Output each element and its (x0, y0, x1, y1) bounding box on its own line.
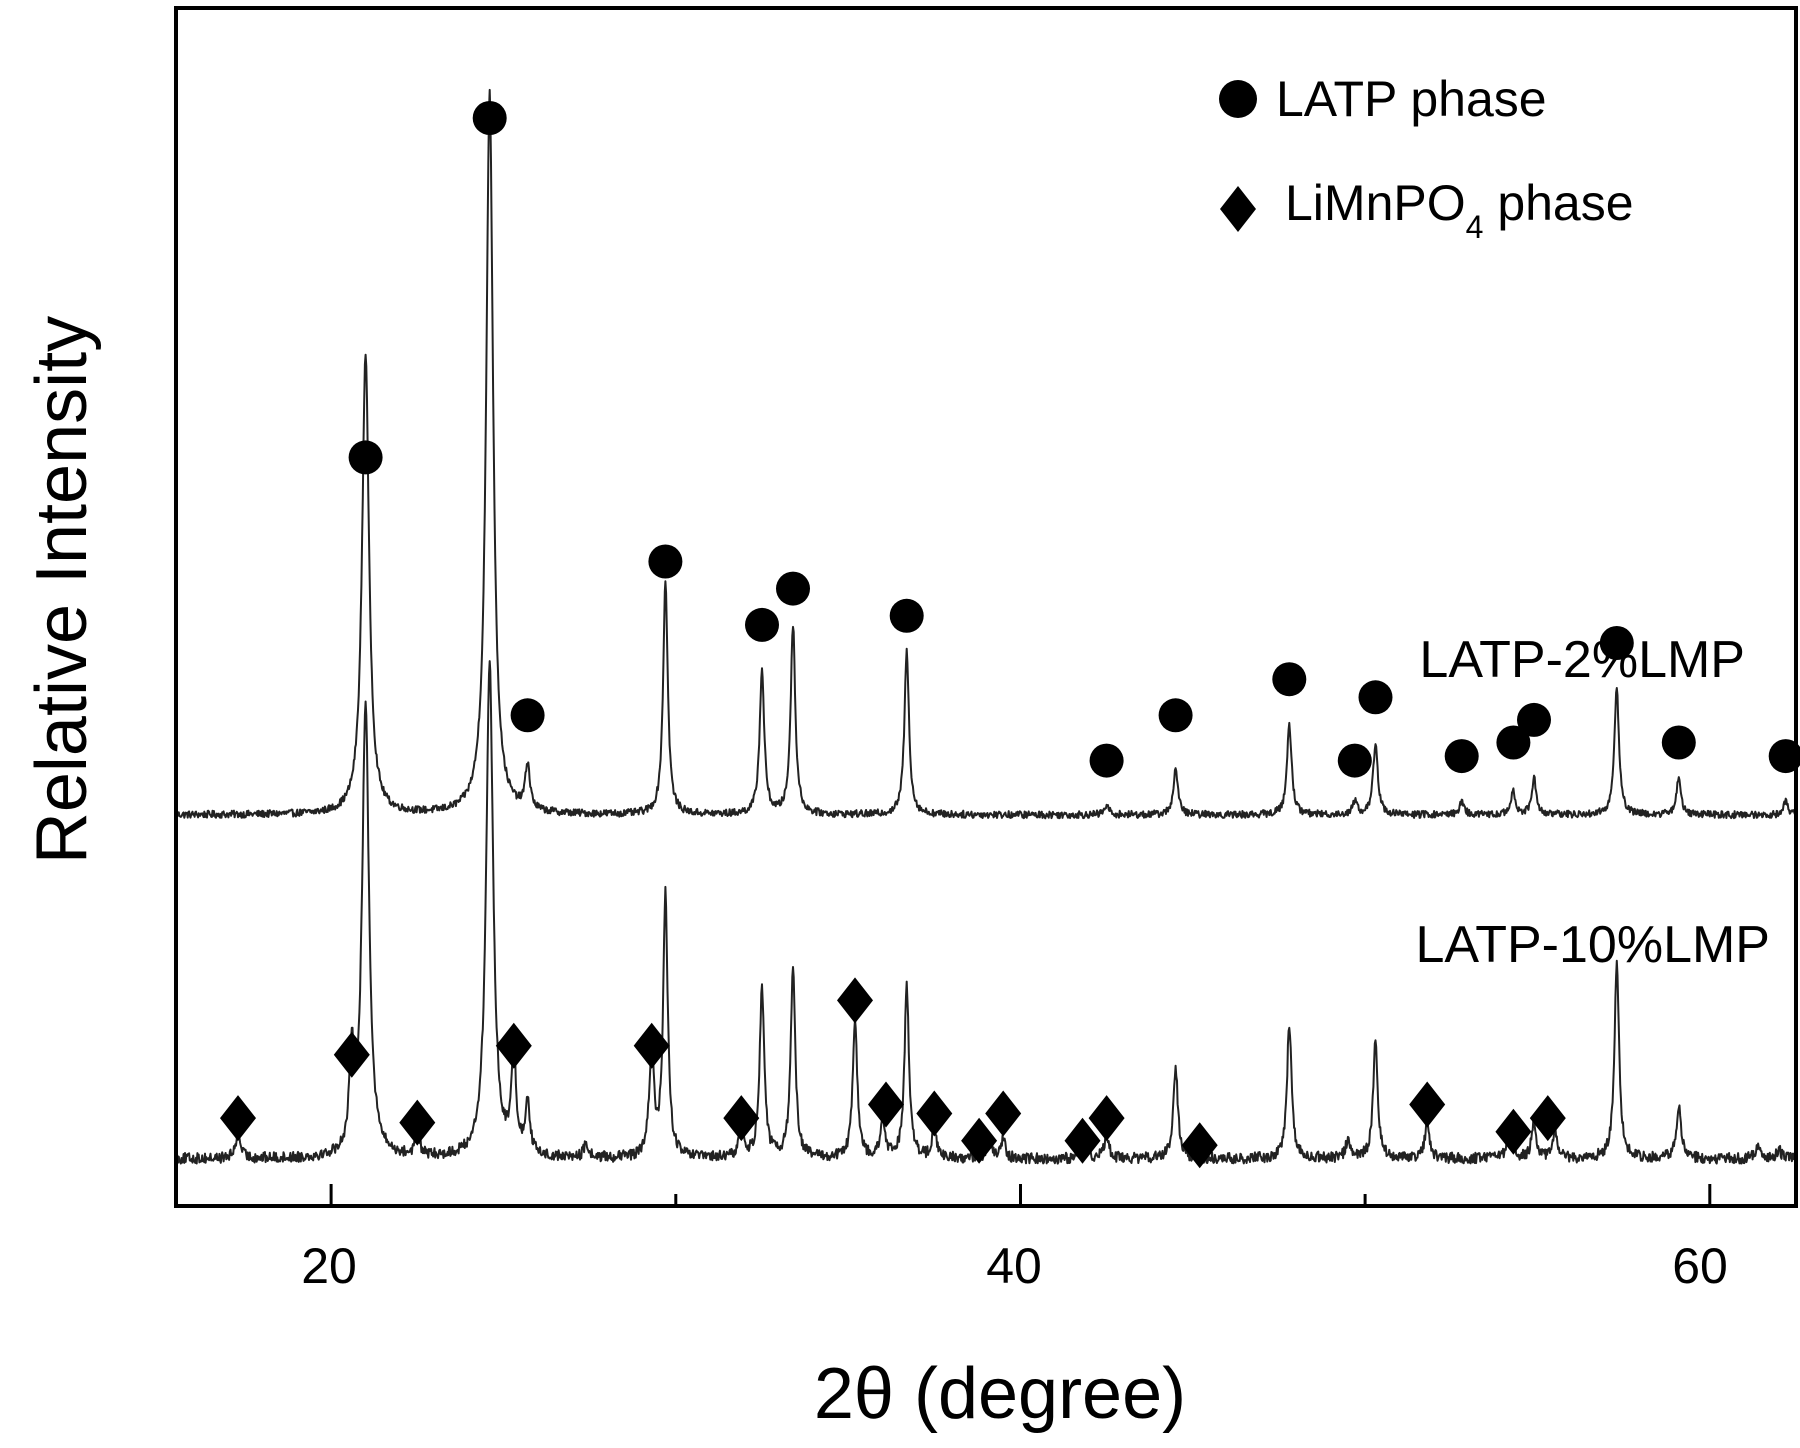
limnpo4-phase-marker-6 (837, 977, 873, 1024)
tick-layer (329, 1184, 1712, 1206)
limnpo4-phase-marker-12 (1088, 1095, 1125, 1142)
y-axis-label: Relative Intensity (22, 316, 102, 864)
limnpo4-phase-marker-11 (1064, 1117, 1101, 1164)
limnpo4-phase-marker-15 (1495, 1108, 1532, 1155)
latp-phase-marker-17 (1768, 739, 1800, 774)
limnpo4-phase-marker-0 (220, 1095, 256, 1142)
x-tick-label-40: 40 (986, 1238, 1042, 1294)
marker-layer (220, 101, 1800, 1169)
limnpo4-phase-marker-14 (1409, 1081, 1446, 1128)
legend-label-lmp-main: LiMnPO (1285, 175, 1466, 231)
latp-phase-marker-2 (510, 698, 545, 733)
limnpo4-phase-marker-7 (868, 1081, 904, 1128)
latp-phase-marker-16 (1661, 725, 1696, 760)
latp-phase-marker-7 (1089, 743, 1124, 778)
latp-phase-marker-4 (745, 607, 779, 642)
latp-phase-marker-3 (648, 544, 683, 579)
latp-phase-marker-11 (1358, 680, 1393, 715)
legend: LATP phase LiMnPO4 phase (1219, 71, 1634, 245)
legend-diamond-icon (1220, 186, 1256, 232)
legend-circle-icon (1219, 80, 1257, 118)
limnpo4-phase-marker-3 (495, 1022, 532, 1069)
limnpo4-phase-marker-16 (1529, 1095, 1566, 1142)
limnpo4-phase-marker-9 (961, 1117, 998, 1164)
limnpo4-phase-marker-4 (633, 1022, 670, 1069)
series-line-latp-2-lmp (175, 88, 1797, 820)
x-tick-label-20: 20 (301, 1238, 357, 1294)
limnpo4-phase-marker-8 (916, 1090, 953, 1137)
legend-label-lmp-sub: 4 (1466, 209, 1484, 245)
legend-label-lmp-end: phase (1483, 175, 1633, 231)
series-label-latp-10-lmp: LATP-10%LMP (1415, 916, 1770, 974)
latp-phase-marker-1 (472, 101, 507, 135)
latp-phase-marker-12 (1444, 739, 1479, 774)
latp-phase-marker-15 (1599, 626, 1634, 660)
latp-phase-marker-5 (776, 571, 810, 606)
x-tick-label-60: 60 (1672, 1238, 1728, 1294)
limnpo4-phase-marker-10 (985, 1090, 1022, 1137)
limnpo4-phase-marker-1 (333, 1031, 370, 1078)
limnpo4-phase-marker-5 (723, 1095, 760, 1142)
latp-phase-marker-8 (1158, 698, 1193, 733)
legend-label-latp: LATP phase (1276, 71, 1547, 127)
limnpo4-phase-marker-13 (1181, 1122, 1218, 1169)
latp-phase-marker-14 (1517, 702, 1551, 737)
latp-phase-marker-9 (1272, 662, 1307, 697)
legend-label-lmp: LiMnPO4 phase (1285, 175, 1634, 245)
x-axis-label: 2θ (degree) (814, 1354, 1186, 1434)
limnpo4-phase-marker-2 (399, 1099, 436, 1146)
latp-phase-marker-6 (889, 598, 924, 633)
plot-frame (174, 6, 1798, 1208)
latp-phase-marker-10 (1337, 743, 1372, 778)
latp-phase-marker-0 (348, 440, 383, 475)
series-label-latp-2-lmp: LATP-2%LMP (1419, 631, 1745, 689)
latp-phase-marker-13 (1496, 725, 1531, 760)
